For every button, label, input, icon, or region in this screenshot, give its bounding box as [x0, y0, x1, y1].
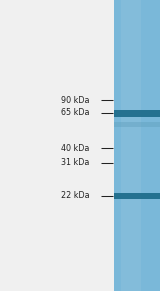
Text: 65 kDa: 65 kDa: [61, 109, 90, 117]
Text: 40 kDa: 40 kDa: [61, 144, 90, 152]
Text: 31 kDa: 31 kDa: [61, 159, 90, 167]
Text: 22 kDa: 22 kDa: [61, 191, 90, 200]
Bar: [114, 0, 160, 291]
Bar: [114, 193, 160, 199]
Bar: [114, 110, 160, 117]
Bar: [114, 122, 160, 127]
Text: 90 kDa: 90 kDa: [61, 96, 90, 104]
Bar: [121, 0, 141, 291]
